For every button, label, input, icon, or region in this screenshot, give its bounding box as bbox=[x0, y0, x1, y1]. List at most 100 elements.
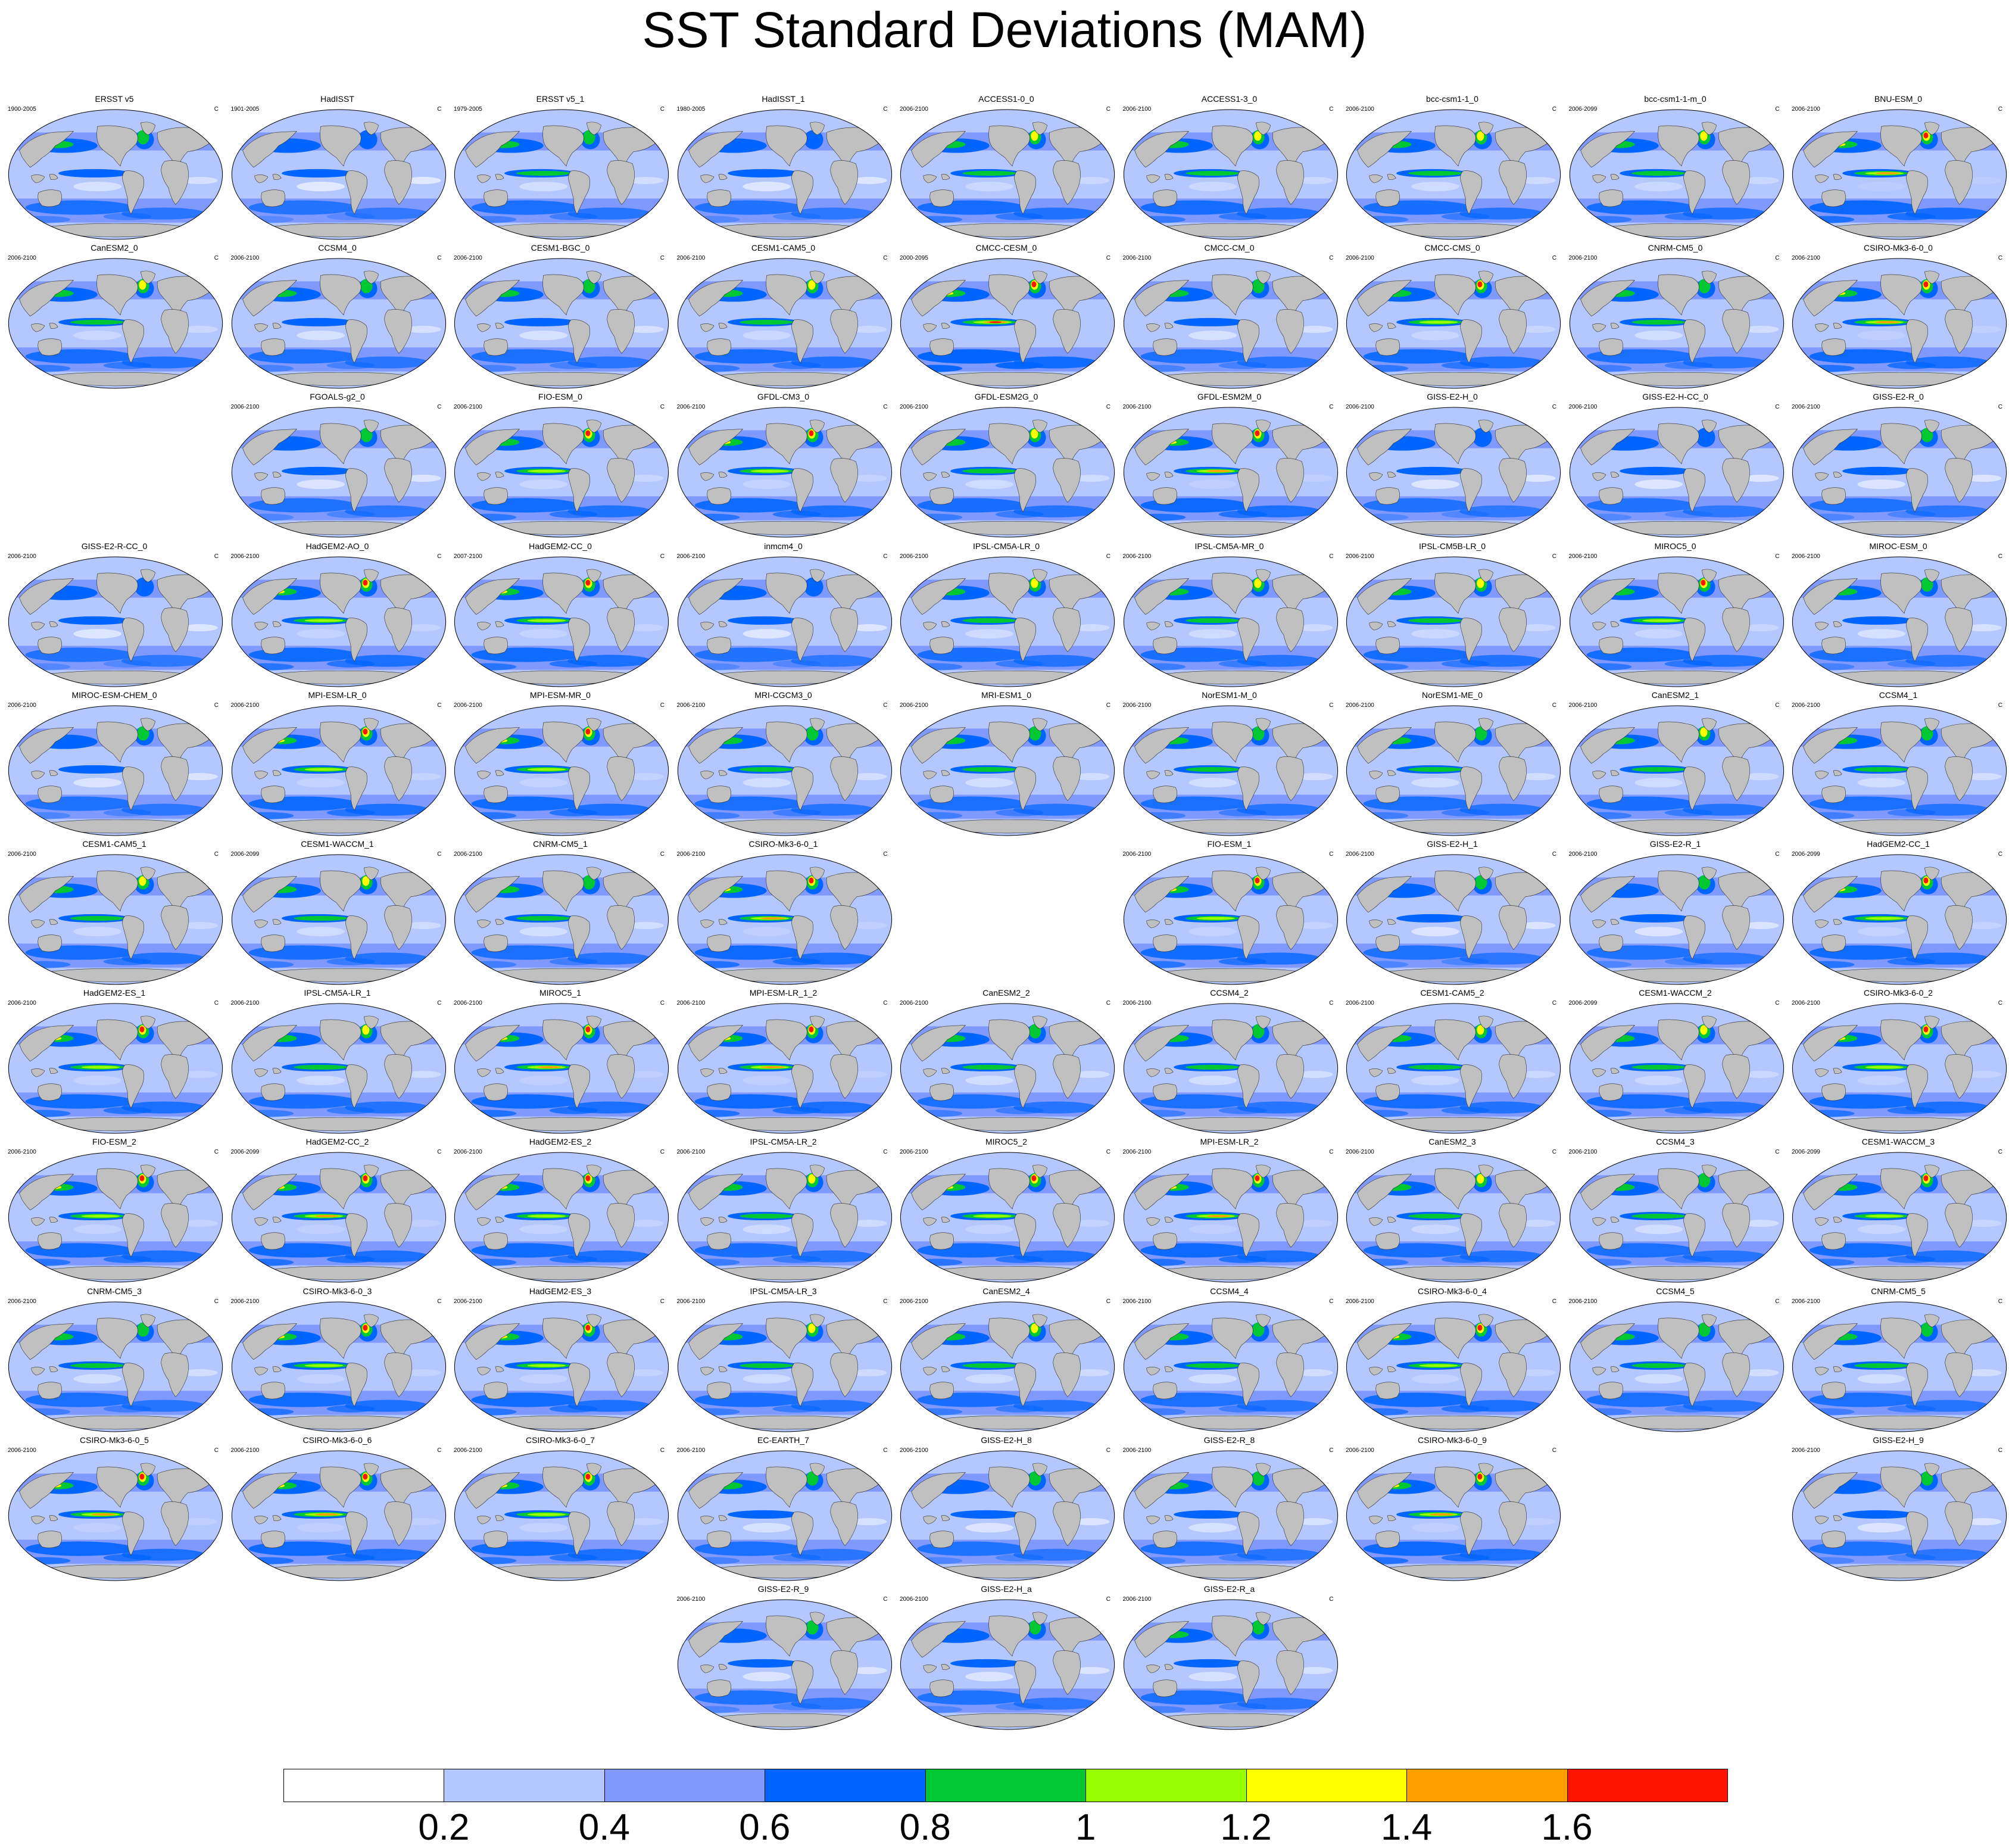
map-panel: CCSM4_4 2006-2100 C bbox=[1118, 1286, 1341, 1435]
panel-years: 2006-2100 bbox=[8, 851, 36, 858]
panel-years: 2006-2100 bbox=[1122, 106, 1152, 113]
panel-years: 2006-2100 bbox=[900, 1000, 928, 1007]
panel-title: CCSM4_0 bbox=[318, 243, 357, 253]
map-panel: HadISST 1901-2005 C bbox=[226, 94, 449, 243]
map-panel: MRI-CGCM3_0 2006-2100 C bbox=[672, 690, 895, 839]
colorbar-tick-label: 0.4 bbox=[578, 1807, 630, 1848]
map-panel: CanESM2_4 2006-2100 C bbox=[895, 1286, 1118, 1435]
panel-years: 2006-2100 bbox=[676, 1447, 706, 1454]
colorbar-tick-label: 0.2 bbox=[418, 1807, 470, 1848]
panel-units: C bbox=[1552, 1447, 1556, 1454]
map-panel: MPI-ESM-LR_2 2006-2100 C bbox=[1118, 1137, 1341, 1286]
panel-units: C bbox=[660, 1298, 665, 1305]
panel-units: C bbox=[660, 1000, 665, 1007]
panel-years: 2006-2100 bbox=[1792, 255, 1820, 262]
panel-units: C bbox=[660, 553, 665, 560]
panel-title: IPSL-CM5B-LR_0 bbox=[1418, 541, 1486, 551]
sst-std-map bbox=[1346, 258, 1561, 389]
map-panel: MIROC5_0 2006-2100 C bbox=[1564, 541, 1787, 690]
panel-title: ERSST v5_1 bbox=[536, 94, 585, 104]
panel-years: 2006-2100 bbox=[900, 1447, 928, 1454]
sst-std-map bbox=[1792, 854, 2007, 985]
panel-title: GISS-E2-R_0 bbox=[1873, 392, 1924, 402]
panel-years: 2006-2099 bbox=[1568, 1000, 1598, 1007]
sst-std-map bbox=[8, 258, 223, 389]
panel-units: C bbox=[883, 404, 888, 411]
panel-years: 2006-2100 bbox=[1568, 553, 1598, 560]
sst-std-map bbox=[677, 109, 892, 240]
map-panel: IPSL-CM5A-LR_0 2006-2100 C bbox=[895, 541, 1118, 690]
panel-title: bcc-csm1-1-m_0 bbox=[1644, 94, 1707, 104]
sst-std-map bbox=[900, 1450, 1115, 1581]
panel-years: 1979-2005 bbox=[454, 106, 482, 113]
sst-std-map bbox=[1123, 1152, 1338, 1283]
colorbar-swatch bbox=[1085, 1769, 1247, 1802]
panel-years: 2006-2100 bbox=[454, 1447, 482, 1454]
panel-units: C bbox=[437, 1447, 442, 1454]
panel-units: C bbox=[1106, 255, 1110, 262]
map-panel: IPSL-CM5A-LR_1 2006-2100 C bbox=[226, 988, 449, 1137]
map-panel: CCSM4_1 2006-2100 C bbox=[1787, 690, 2009, 839]
panel-years: 2006-2100 bbox=[230, 1447, 260, 1454]
panel-units: C bbox=[214, 106, 219, 113]
panel-units: C bbox=[437, 1298, 442, 1305]
panel-units: C bbox=[437, 255, 442, 262]
panel-units: C bbox=[1775, 553, 1780, 560]
panel-title: HadISST bbox=[320, 94, 354, 104]
colorbar-labels: 0.2 0.4 0.6 0.8 1 1.2 1.4 1.6 bbox=[283, 1808, 1727, 1847]
sst-std-map bbox=[1346, 1003, 1561, 1134]
panel-units: C bbox=[214, 702, 219, 709]
panel-title: FIO-ESM_1 bbox=[1207, 839, 1252, 849]
panel-years: 2006-2100 bbox=[676, 851, 706, 858]
panel-years: 2006-2100 bbox=[900, 702, 928, 709]
panel-units: C bbox=[660, 255, 665, 262]
panel-units: C bbox=[214, 1000, 219, 1007]
sst-std-map bbox=[454, 109, 669, 240]
panel-units: C bbox=[1106, 1447, 1110, 1454]
sst-std-map bbox=[1569, 109, 1784, 240]
panel-title: BNU-ESM_0 bbox=[1874, 94, 1923, 104]
map-panel: GISS-E2-H_8 2006-2100 C bbox=[895, 1435, 1118, 1584]
sst-std-map bbox=[1569, 258, 1784, 389]
panel-title: CESM1-WACCM_2 bbox=[1639, 988, 1712, 998]
panel-title: IPSL-CM5A-LR_0 bbox=[972, 541, 1040, 551]
panel-units: C bbox=[437, 553, 442, 560]
sst-std-map bbox=[1123, 1003, 1338, 1134]
panel-years: 2006-2100 bbox=[230, 553, 260, 560]
sst-std-map bbox=[677, 705, 892, 836]
panel-units: C bbox=[1329, 255, 1334, 262]
panel-title: MRI-CGCM3_0 bbox=[754, 690, 812, 700]
panel-title: GISS-E2-R_8 bbox=[1203, 1435, 1255, 1445]
panel-years: 2006-2100 bbox=[1346, 1447, 1374, 1454]
map-panel: GISS-E2-H_a 2006-2100 C bbox=[895, 1584, 1118, 1733]
colorbar-swatch bbox=[1406, 1769, 1568, 1802]
panel-title: CESM1-WACCM_3 bbox=[1861, 1137, 1935, 1147]
sst-std-map bbox=[1346, 407, 1561, 538]
map-panel: CanESM2_2 2006-2100 C bbox=[895, 988, 1118, 1137]
panel-units: C bbox=[1775, 404, 1780, 411]
sst-std-map bbox=[1792, 556, 2007, 687]
sst-std-map bbox=[677, 407, 892, 538]
panel-title: MPI-ESM-LR_0 bbox=[308, 690, 367, 700]
panel-units: C bbox=[660, 1149, 665, 1156]
panel-years: 2006-2100 bbox=[900, 553, 928, 560]
panel-years: 2006-2100 bbox=[230, 1000, 260, 1007]
panel-title: CSIRO-Mk3-6-0_0 bbox=[1864, 243, 1933, 253]
map-panel: CMCC-CESM_0 2000-2095 C bbox=[895, 243, 1118, 392]
panel-years: 2006-2099 bbox=[230, 1149, 260, 1156]
panel-title: EC-EARTH_7 bbox=[757, 1435, 809, 1445]
panel-units: C bbox=[1552, 553, 1556, 560]
panel-units: C bbox=[214, 1298, 219, 1305]
panel-years: 2006-2100 bbox=[1568, 702, 1598, 709]
panel-units: C bbox=[1106, 702, 1110, 709]
panel-years: 2006-2100 bbox=[1792, 1298, 1820, 1305]
panel-title: NorESM1-ME_0 bbox=[1422, 690, 1483, 700]
panel-title: CESM1-WACCM_1 bbox=[301, 839, 374, 849]
panel-title: GISS-E2-H_1 bbox=[1427, 839, 1478, 849]
map-panel: BNU-ESM_0 2006-2100 C bbox=[1787, 94, 2009, 243]
sst-std-map bbox=[231, 1450, 446, 1581]
panel-units: C bbox=[1998, 851, 2002, 858]
panel-title: IPSL-CM5A-LR_3 bbox=[750, 1286, 817, 1296]
map-panel: CESM1-CAM5_2 2006-2100 C bbox=[1341, 988, 1564, 1137]
sst-std-map bbox=[454, 705, 669, 836]
